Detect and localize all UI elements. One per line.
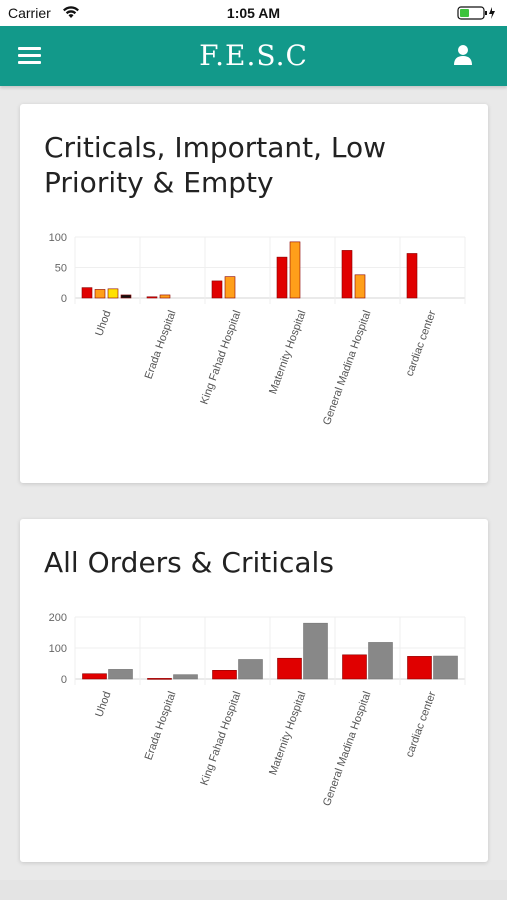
y-tick-label: 0 (61, 293, 67, 305)
bar[interactable] (94, 289, 106, 299)
bar[interactable] (159, 294, 171, 299)
y-tick-label: 100 (49, 643, 67, 655)
bar[interactable] (238, 659, 263, 680)
y-tick-label: 200 (49, 612, 67, 624)
bar[interactable] (342, 654, 367, 680)
bar[interactable] (211, 280, 223, 299)
chart-title-priority: Criticals, Important, Low Priority & Emp… (44, 131, 387, 199)
x-tick-label: cardiac center (404, 309, 439, 378)
bar[interactable] (406, 253, 418, 299)
x-tick-label: Erada Hospital (143, 309, 179, 381)
bar[interactable] (147, 678, 172, 680)
chart-card-orders: All Orders & Criticals 0 100 200 Uhod Erada … (20, 519, 488, 862)
y-tick-label: 0 (61, 674, 67, 686)
x-tick-label: Uhod (93, 309, 113, 338)
orders-bar-chart: 0 100 200 Uhod Erada Hospital King Fahad Hosp… (49, 612, 466, 808)
bar[interactable] (277, 657, 302, 680)
x-tick-label: Maternity Hospital (267, 690, 308, 777)
bar[interactable] (108, 669, 133, 680)
bar[interactable] (120, 294, 132, 299)
bar[interactable] (107, 288, 119, 299)
x-tick-label: General Madina Hospital (321, 690, 374, 808)
chart-card-priority: Criticals, Important, Low Priority & Emp… (20, 104, 488, 483)
status-bar: Carrier 1:05 AM (0, 0, 507, 26)
bar[interactable] (224, 276, 236, 299)
app-title: F.E.S.C (199, 39, 308, 72)
x-tick-label: cardiac center (404, 690, 439, 759)
bar[interactable] (276, 256, 288, 299)
bar[interactable] (173, 674, 198, 680)
bar[interactable] (212, 670, 237, 680)
x-tick-label: King Fahad Hospital (198, 309, 243, 406)
y-tick-label: 100 (49, 232, 67, 244)
bar[interactable] (433, 655, 458, 680)
clock-time: 1:05 AM (226, 5, 281, 21)
bar[interactable] (146, 296, 158, 299)
x-tick-label: Erada Hospital (143, 690, 179, 762)
x-tick-label: Maternity Hospital (267, 309, 308, 396)
x-tick-label: Uhod (93, 690, 113, 719)
bar[interactable] (407, 656, 432, 680)
x-tick-label: General Madina Hospital (321, 309, 374, 427)
bar[interactable] (81, 287, 93, 299)
y-tick-label: 50 (55, 263, 67, 275)
bar[interactable] (82, 673, 107, 680)
user-profile-icon[interactable] (453, 44, 473, 66)
hamburger-menu-icon[interactable] (18, 44, 42, 68)
bar[interactable] (368, 642, 393, 680)
battery-icon (457, 6, 497, 23)
bar[interactable] (354, 274, 366, 299)
x-tick-label: King Fahad Hospital (198, 690, 243, 787)
app-header: F.E.S.C (0, 26, 507, 86)
chart-title-orders: All Orders & Criticals (44, 546, 334, 579)
bar[interactable] (303, 622, 328, 680)
bar[interactable] (289, 241, 301, 299)
bar[interactable] (341, 250, 353, 299)
carrier-label: Carrier (8, 5, 51, 21)
wifi-icon (62, 5, 80, 22)
page-bottom-area (0, 880, 507, 900)
priority-bar-chart: 0 50 100 Uhod Erada Hospital King Fahad Hospi… (49, 232, 466, 427)
